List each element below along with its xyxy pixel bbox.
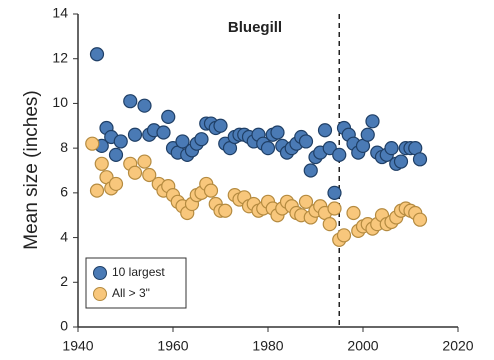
data-point <box>85 136 100 151</box>
y-tick-label: 6 <box>60 184 68 200</box>
legend-marker <box>93 266 107 280</box>
y-tick-label: 14 <box>52 5 68 21</box>
data-point <box>336 228 352 243</box>
data-point <box>137 98 152 113</box>
x-tick-label: 2020 <box>442 338 473 354</box>
y-tick-label: 10 <box>52 94 68 110</box>
data-point <box>89 47 105 62</box>
legend-label: All > 3" <box>112 286 150 300</box>
data-point <box>108 176 124 192</box>
data-point <box>298 134 314 149</box>
data-point <box>327 201 342 216</box>
y-tick-label: 8 <box>60 139 68 155</box>
data-point <box>346 205 361 221</box>
data-point <box>360 127 375 142</box>
y-tick-label: 2 <box>60 273 68 289</box>
data-point <box>365 114 380 129</box>
chart-title: Bluegill <box>228 19 282 36</box>
data-point <box>213 118 228 133</box>
data-point <box>113 134 128 149</box>
data-point <box>175 134 190 149</box>
legend-label: 10 largest <box>112 265 165 279</box>
data-point <box>203 183 219 198</box>
data-point <box>298 194 314 209</box>
data-point <box>322 217 337 232</box>
data-point <box>303 163 318 178</box>
data-point <box>317 123 333 138</box>
x-tick-label: 1980 <box>252 338 283 354</box>
data-point <box>393 154 409 169</box>
y-tick-label: 0 <box>60 318 68 334</box>
data-point <box>127 127 143 142</box>
data-point <box>260 141 276 156</box>
y-tick-label: 12 <box>52 49 68 65</box>
data-point <box>137 154 152 169</box>
x-tick-label: 2000 <box>347 338 378 354</box>
data-point <box>89 183 105 198</box>
data-point <box>142 167 157 183</box>
legend: 10 largest All > 3" <box>85 257 187 309</box>
x-tick-label: 1940 <box>62 338 93 354</box>
data-point <box>332 147 347 162</box>
data-point <box>322 141 337 156</box>
data-point <box>218 203 233 218</box>
data-point <box>127 165 143 180</box>
data-point <box>412 212 428 227</box>
data-point <box>412 152 428 167</box>
data-point <box>161 109 176 124</box>
data-point <box>270 125 285 140</box>
data-point <box>123 94 138 109</box>
legend-marker <box>93 287 107 301</box>
data-point <box>94 156 109 171</box>
data-point <box>194 132 209 147</box>
data-point <box>156 125 171 140</box>
data-point <box>384 141 399 156</box>
y-axis-label: Mean size (inches) <box>21 90 42 249</box>
data-point <box>327 185 342 200</box>
x-tick-label: 1960 <box>157 338 188 354</box>
data-point <box>108 147 124 162</box>
y-tick-label: 4 <box>60 228 68 244</box>
